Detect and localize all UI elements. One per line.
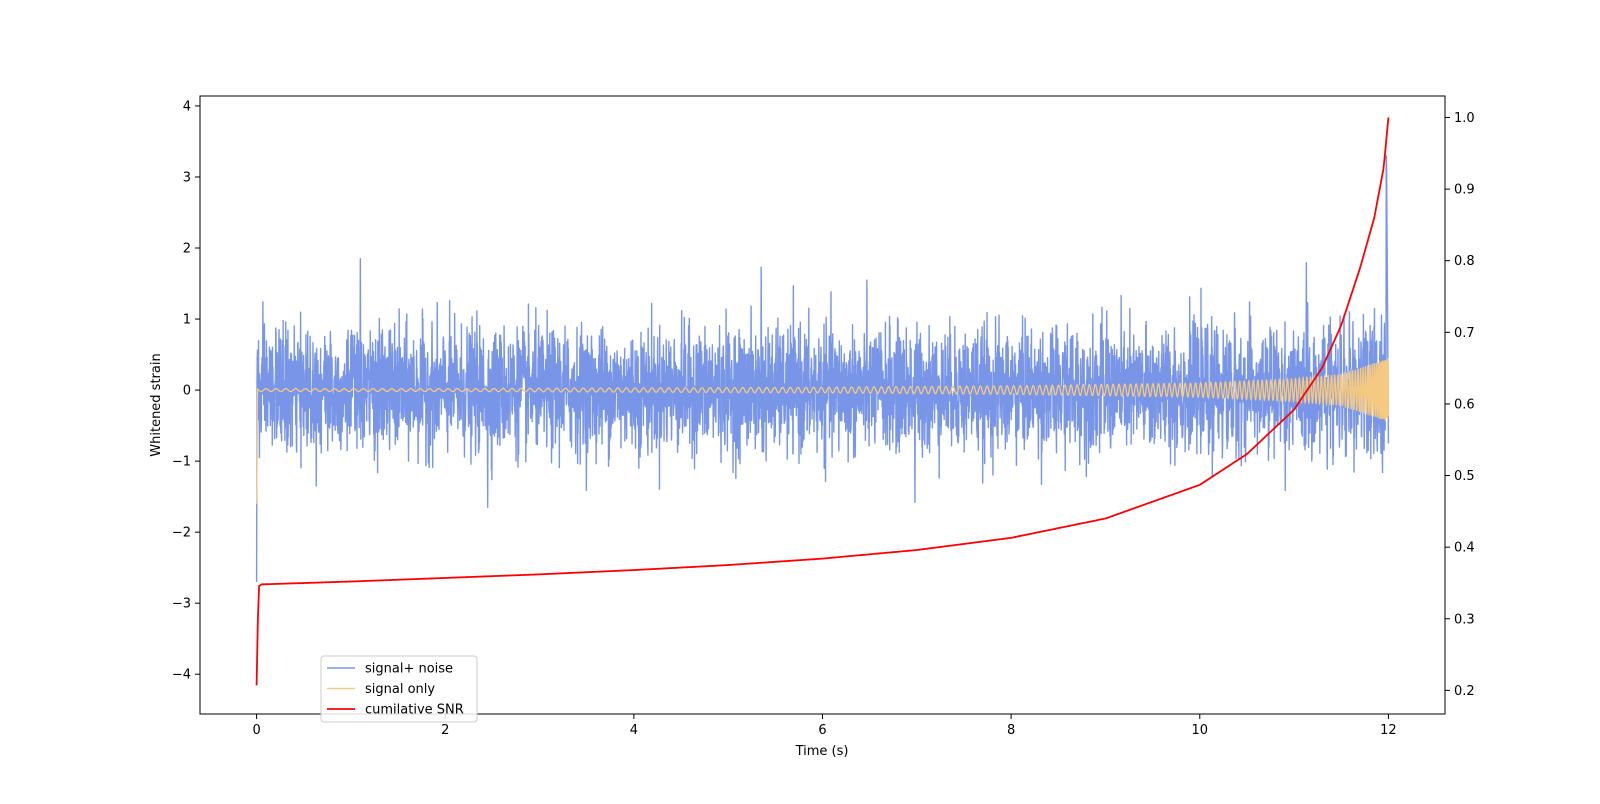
y-tick-label: 3	[183, 170, 191, 185]
y-right-tick-label: 0.5	[1454, 469, 1475, 484]
y-right-tick-label: 0.7	[1454, 326, 1475, 341]
y-right-tick-label: 0.9	[1454, 183, 1475, 198]
y-tick-label: −1	[172, 455, 191, 470]
y-tick-label: 1	[183, 313, 191, 328]
x-tick-label: 6	[818, 723, 826, 738]
y-axis-left: −4 −3 −2 −1 0 1 2 3 4	[172, 99, 200, 683]
y-tick-label: 4	[183, 99, 191, 114]
y-right-tick-label: 0.4	[1454, 541, 1475, 556]
y-tick-label: −3	[172, 597, 191, 612]
legend-box	[320, 655, 478, 723]
y-axis-right: 0.2 0.3 0.4 0.5 0.6 0.7 0.8 0.9 1.0	[1445, 111, 1475, 699]
series-line-cumulative-snr	[255, 117, 1390, 686]
series-line-signal-only	[255, 358, 1390, 504]
y-right-tick-label: 0.3	[1454, 612, 1475, 627]
x-tick-label: 10	[1191, 723, 1208, 738]
x-tick-label: 4	[630, 723, 638, 738]
y-right-tick-label: 1.0	[1454, 111, 1475, 126]
legend: signal+ noise signal only cumilative SNR	[320, 655, 478, 723]
y-right-tick-label: 0.2	[1454, 684, 1475, 699]
y-tick-label: −4	[172, 668, 191, 683]
y-axis-label: Whitened strain	[149, 353, 164, 456]
x-tick-label: 8	[1007, 723, 1015, 738]
y-tick-label: 2	[183, 242, 191, 257]
series-layer	[255, 117, 1390, 686]
y-tick-label: 0	[183, 384, 191, 399]
x-tick-label: 2	[441, 723, 449, 738]
x-tick-label: 12	[1380, 723, 1397, 738]
y-right-tick-label: 0.8	[1454, 254, 1475, 269]
x-tick-label: 0	[252, 723, 260, 738]
y-tick-label: −2	[172, 526, 191, 541]
series-line-signal-noise	[255, 155, 1390, 582]
legend-label: cumilative SNR	[365, 703, 464, 718]
x-axis-label: Time (s)	[795, 744, 849, 759]
y-right-tick-label: 0.6	[1454, 397, 1475, 412]
legend-label: signal+ noise	[365, 662, 453, 677]
legend-label: signal only	[365, 682, 435, 697]
